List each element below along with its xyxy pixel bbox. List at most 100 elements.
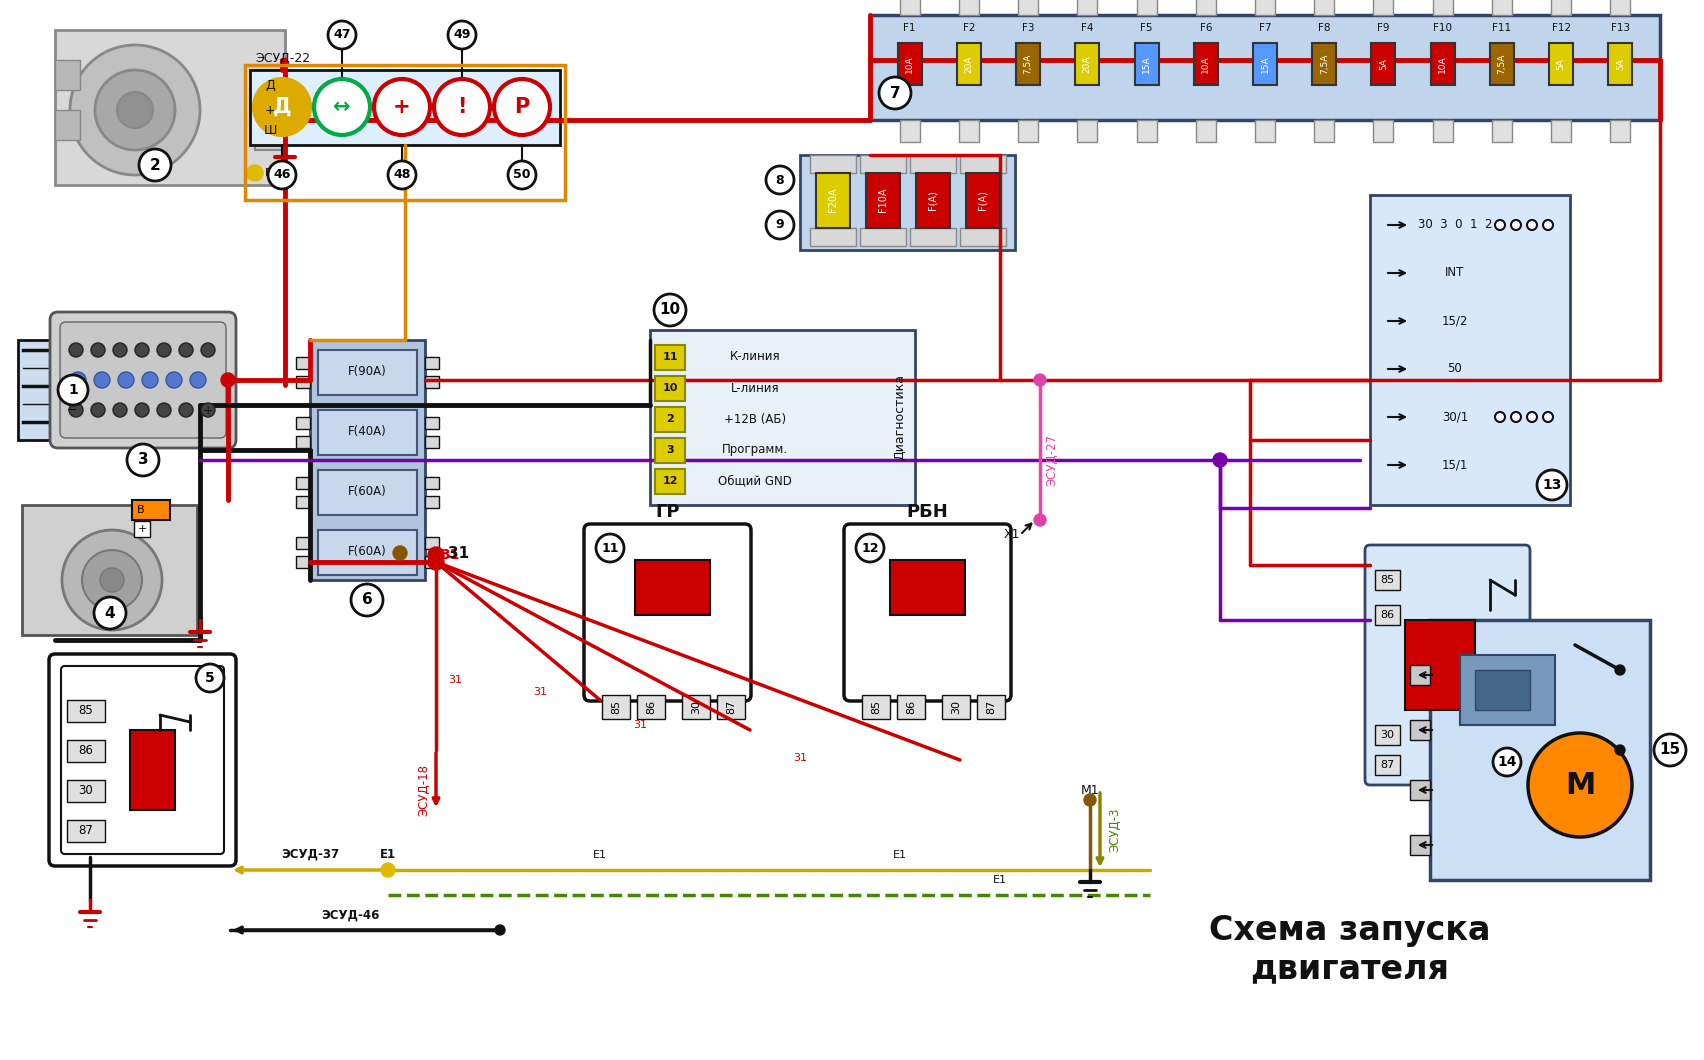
- Text: Д: Д: [273, 98, 291, 117]
- Bar: [809, 228, 855, 246]
- Bar: [296, 417, 310, 429]
- Text: E1: E1: [380, 848, 395, 862]
- Bar: [310, 340, 424, 580]
- Circle shape: [141, 372, 158, 388]
- Circle shape: [1213, 453, 1227, 467]
- Text: 49: 49: [453, 29, 470, 41]
- Bar: [1256, 0, 1275, 15]
- Bar: [131, 500, 170, 520]
- Bar: [424, 556, 440, 568]
- Text: 7: 7: [889, 86, 900, 101]
- Circle shape: [140, 149, 170, 181]
- Text: В: В: [138, 505, 145, 515]
- Bar: [250, 70, 561, 145]
- Text: E1: E1: [593, 850, 607, 860]
- Text: +: +: [394, 98, 411, 117]
- Bar: [424, 496, 440, 508]
- Bar: [636, 560, 711, 615]
- Bar: [958, 43, 982, 85]
- Circle shape: [1537, 470, 1568, 500]
- Bar: [296, 477, 310, 489]
- Text: 85: 85: [1380, 575, 1394, 585]
- Circle shape: [1528, 734, 1632, 837]
- Text: 15A: 15A: [1142, 55, 1150, 73]
- Bar: [682, 695, 711, 719]
- Circle shape: [1494, 220, 1505, 230]
- Circle shape: [1527, 220, 1537, 230]
- Text: 48: 48: [394, 169, 411, 181]
- Text: 1: 1: [68, 383, 78, 398]
- Text: 9: 9: [775, 218, 784, 231]
- Bar: [1256, 120, 1275, 142]
- Circle shape: [196, 664, 223, 692]
- Bar: [900, 120, 920, 142]
- Text: ЭСУД-46: ЭСУД-46: [320, 908, 380, 921]
- Text: 5A: 5A: [1557, 58, 1566, 70]
- Bar: [654, 407, 685, 432]
- Text: −: −: [66, 404, 77, 417]
- Text: F13: F13: [1610, 23, 1631, 33]
- Circle shape: [1511, 412, 1522, 422]
- Circle shape: [90, 403, 106, 417]
- Bar: [424, 417, 440, 429]
- Text: ЭСУД-18: ЭСУД-18: [417, 764, 431, 816]
- Circle shape: [112, 343, 128, 357]
- Text: 20A: 20A: [964, 55, 973, 73]
- Bar: [296, 537, 310, 549]
- Circle shape: [112, 403, 128, 417]
- Bar: [917, 173, 951, 228]
- Text: 50: 50: [513, 169, 530, 181]
- Bar: [896, 695, 925, 719]
- Circle shape: [855, 534, 884, 562]
- Circle shape: [118, 92, 153, 128]
- Bar: [66, 820, 106, 842]
- Circle shape: [1084, 794, 1096, 806]
- Bar: [1549, 43, 1573, 85]
- Bar: [296, 556, 310, 568]
- FancyBboxPatch shape: [61, 666, 223, 854]
- Circle shape: [1544, 412, 1552, 422]
- Circle shape: [382, 863, 395, 877]
- Text: 15/1: 15/1: [1442, 459, 1469, 472]
- Text: 46: 46: [273, 169, 291, 181]
- Text: F(90A): F(90A): [348, 366, 387, 378]
- Circle shape: [351, 584, 383, 616]
- Text: 31: 31: [448, 547, 469, 562]
- Bar: [1017, 120, 1038, 142]
- Circle shape: [1544, 220, 1552, 230]
- Text: 30/1: 30/1: [1442, 410, 1469, 424]
- Text: 86: 86: [646, 700, 656, 714]
- Bar: [66, 700, 106, 722]
- Text: Диагностика: Диагностика: [893, 374, 907, 460]
- Text: F11: F11: [1493, 23, 1511, 33]
- Text: 7,5A: 7,5A: [1498, 54, 1506, 74]
- Bar: [1252, 43, 1276, 85]
- Circle shape: [90, 343, 106, 357]
- FancyBboxPatch shape: [60, 322, 227, 438]
- Bar: [1409, 665, 1430, 685]
- Circle shape: [101, 568, 124, 591]
- Text: ЭСУД-3: ЭСУД-3: [1109, 808, 1121, 852]
- Bar: [1430, 620, 1649, 880]
- Bar: [1493, 0, 1511, 15]
- Bar: [602, 695, 630, 719]
- Text: 20A: 20A: [1082, 55, 1092, 73]
- Bar: [862, 695, 889, 719]
- Text: INT: INT: [1445, 266, 1465, 280]
- Bar: [319, 530, 417, 575]
- Circle shape: [448, 21, 475, 49]
- Bar: [1460, 655, 1556, 725]
- Bar: [1314, 120, 1334, 142]
- Text: 31: 31: [792, 753, 808, 763]
- Circle shape: [596, 534, 624, 562]
- Text: К-линия: К-линия: [729, 351, 780, 364]
- Circle shape: [389, 161, 416, 189]
- Bar: [1137, 0, 1157, 15]
- Circle shape: [373, 80, 429, 135]
- Bar: [637, 695, 665, 719]
- Bar: [1406, 620, 1476, 710]
- Bar: [1196, 0, 1215, 15]
- Bar: [1373, 120, 1394, 142]
- Circle shape: [327, 21, 356, 49]
- Bar: [1433, 120, 1454, 142]
